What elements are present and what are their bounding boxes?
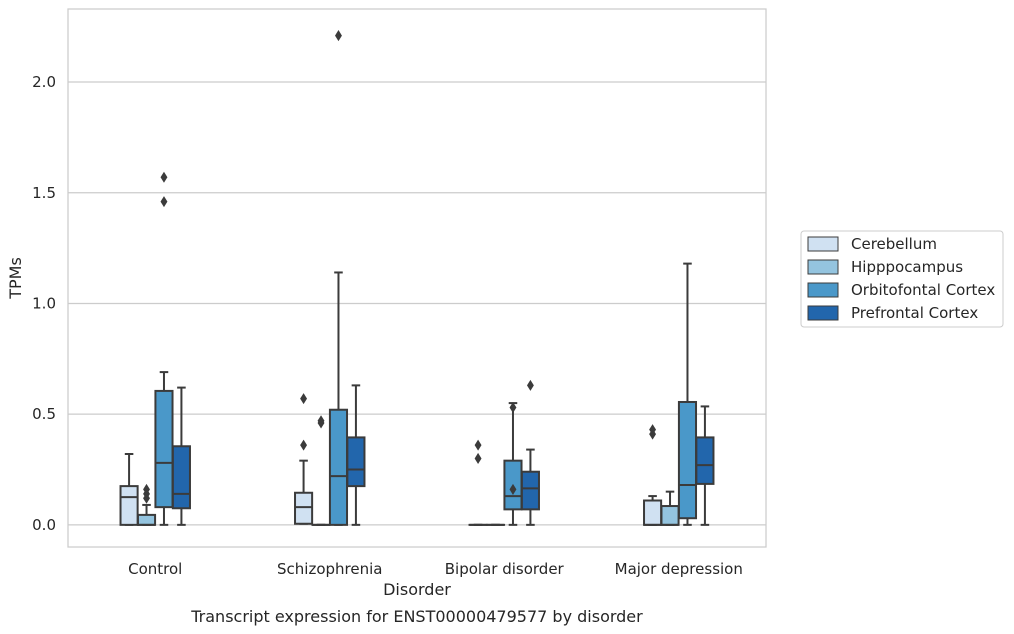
outlier-point (160, 196, 168, 208)
legend-frame (800, 230, 1004, 328)
box (119, 485, 139, 526)
y-tick-label: 1.5 (32, 184, 56, 202)
x-tick-label: Schizophrenia (277, 560, 382, 578)
legend-label: Orbitofontal Cortex (851, 281, 995, 299)
x-tick-label: Control (128, 560, 182, 578)
box-groups (119, 30, 715, 526)
legend-label: Cerebellum (851, 235, 937, 253)
box (643, 499, 663, 526)
box (695, 436, 715, 485)
box-group (520, 379, 540, 526)
legend-swatch (807, 305, 839, 321)
x-axis-title: Disorder (383, 580, 451, 599)
legend-swatch (807, 282, 839, 298)
box-group (695, 405, 715, 526)
legend-swatch (807, 259, 839, 275)
box (346, 436, 366, 488)
box-group (643, 424, 663, 526)
box-group (677, 262, 698, 526)
legend-swatch (807, 236, 839, 252)
box-group (136, 483, 157, 526)
box (660, 505, 680, 526)
outlier-point (300, 439, 308, 451)
box (520, 470, 540, 511)
box (171, 445, 191, 510)
legend-label: Hipppocampus (851, 258, 963, 276)
outlier-point (160, 171, 168, 183)
outlier-point (474, 452, 482, 464)
box (136, 513, 157, 526)
outlier-point (526, 379, 534, 391)
box-group (119, 453, 139, 526)
y-tick-label: 2.0 (32, 73, 56, 91)
outlier-point (317, 415, 325, 427)
outlier-point (649, 424, 657, 436)
plot-frame (67, 8, 767, 548)
y-tick-label: 0.5 (32, 405, 56, 423)
x-tick-label: Major depression (615, 560, 743, 578)
box (677, 400, 698, 520)
box-group (468, 439, 488, 526)
outlier-point (509, 401, 517, 414)
outlier-point (509, 483, 517, 495)
x-tick-labels: Control Schizophrenia Bipolar disorder Majo… (128, 560, 743, 578)
box-group (294, 393, 314, 525)
outlier-point (143, 483, 150, 495)
y-tick-label: 0.0 (32, 516, 56, 534)
box-group (346, 384, 366, 526)
y-axis-title: TPMs (6, 257, 25, 300)
y-tick-label: 1.0 (32, 294, 56, 312)
legend-label: Prefrontal Cortex (851, 304, 978, 322)
legend: Cerebellum Hipppocampus Orbitofontal Corte… (800, 230, 1004, 328)
outlier-point (474, 439, 482, 451)
x-tick-label: Bipolar disorder (445, 560, 565, 578)
box (294, 491, 314, 525)
box (328, 408, 349, 526)
y-tick-labels: 0.0 0.5 1.0 1.5 2.0 (32, 73, 56, 534)
outlier-point (335, 30, 342, 42)
box-group (171, 386, 191, 526)
chart-caption: Transcript expression for ENST0000047957… (190, 607, 643, 626)
box (154, 389, 174, 509)
outlier-point (300, 393, 308, 405)
